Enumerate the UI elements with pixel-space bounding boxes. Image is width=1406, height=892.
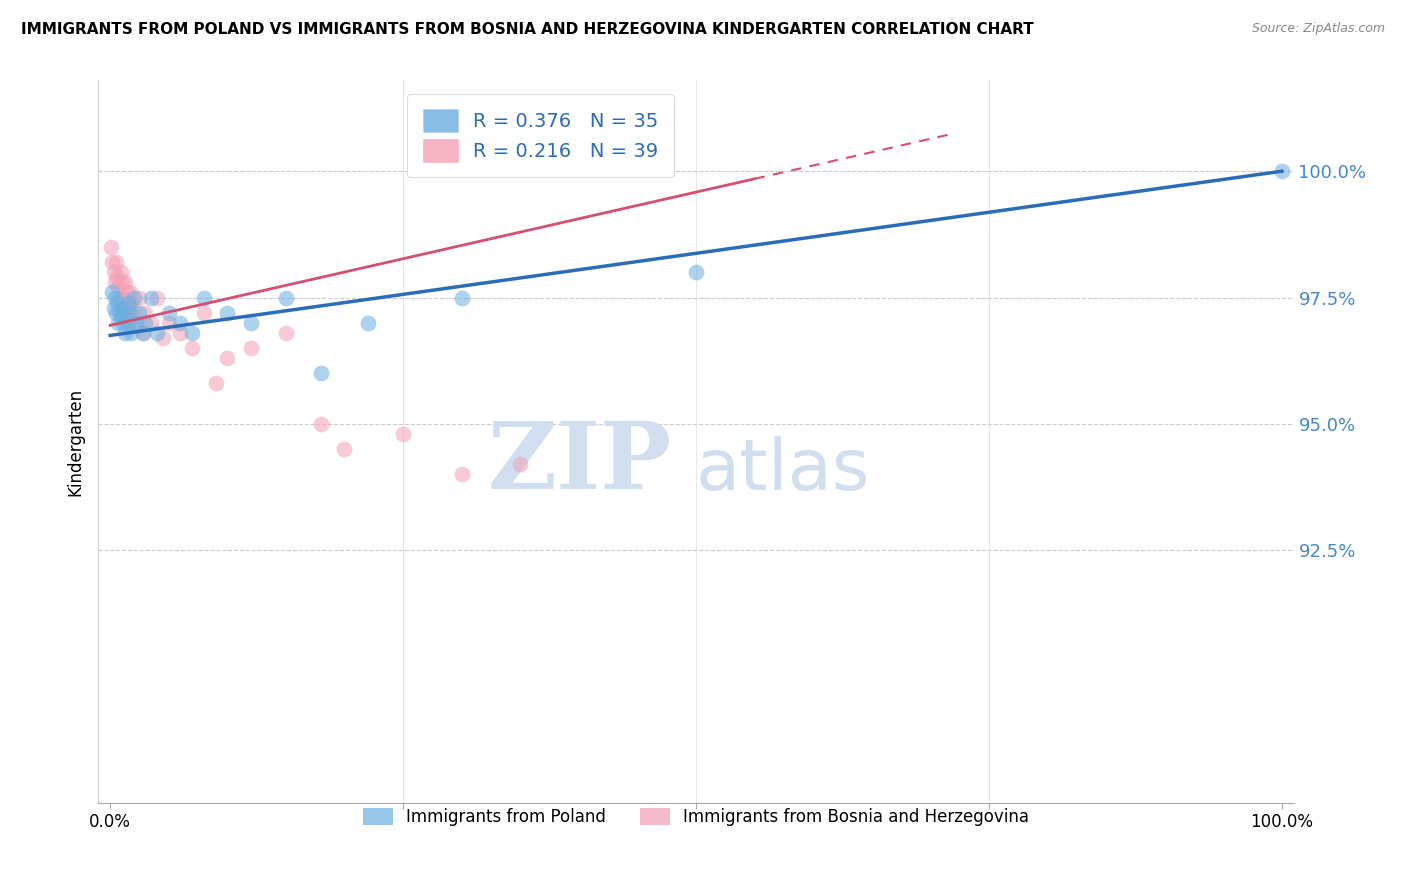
- Point: [217, 306, 239, 320]
- Point: [309, 417, 332, 431]
- Point: [152, 331, 174, 345]
- Point: [112, 316, 135, 330]
- Legend: Immigrants from Poland, Immigrants from Bosnia and Herzegovina: Immigrants from Poland, Immigrants from …: [354, 799, 1038, 834]
- Point: [105, 255, 128, 269]
- Point: [239, 316, 262, 330]
- Point: [120, 285, 141, 300]
- Point: [181, 326, 204, 340]
- Point: [217, 351, 239, 366]
- Point: [118, 310, 141, 325]
- Point: [104, 291, 127, 305]
- Point: [122, 291, 145, 305]
- Point: [101, 285, 124, 300]
- Point: [239, 341, 262, 355]
- Point: [100, 240, 122, 254]
- Point: [141, 291, 163, 305]
- Text: Source: ZipAtlas.com: Source: ZipAtlas.com: [1251, 22, 1385, 36]
- Point: [111, 276, 134, 290]
- Point: [141, 316, 163, 330]
- Point: [333, 442, 356, 456]
- Point: [120, 306, 141, 320]
- Point: [108, 291, 131, 305]
- Point: [101, 255, 124, 269]
- Text: ZIP: ZIP: [488, 418, 672, 508]
- Point: [115, 285, 138, 300]
- Point: [114, 326, 136, 340]
- Point: [122, 306, 145, 320]
- Point: [128, 306, 150, 320]
- Point: [120, 295, 142, 310]
- Point: [112, 301, 135, 315]
- Point: [105, 270, 128, 285]
- Point: [134, 306, 156, 320]
- Point: [450, 467, 472, 482]
- Point: [181, 341, 204, 355]
- Point: [110, 310, 132, 325]
- Text: atlas: atlas: [696, 436, 870, 505]
- Point: [309, 367, 332, 381]
- Point: [125, 316, 148, 330]
- Point: [105, 306, 128, 320]
- Point: [685, 265, 707, 279]
- Point: [108, 306, 131, 320]
- Point: [274, 291, 297, 305]
- Point: [134, 316, 156, 330]
- Point: [105, 295, 128, 310]
- Point: [107, 280, 129, 294]
- Point: [112, 291, 135, 305]
- Point: [146, 291, 169, 305]
- Point: [357, 316, 380, 330]
- Point: [110, 265, 132, 279]
- Point: [157, 316, 180, 330]
- Point: [204, 376, 226, 391]
- Point: [450, 291, 472, 305]
- Point: [103, 265, 125, 279]
- Point: [103, 301, 125, 315]
- Point: [107, 316, 129, 330]
- Point: [392, 427, 415, 442]
- Point: [114, 276, 136, 290]
- Point: [112, 306, 135, 320]
- Point: [128, 291, 150, 305]
- Point: [120, 326, 142, 340]
- Point: [104, 276, 127, 290]
- Point: [125, 316, 148, 330]
- Point: [117, 295, 139, 310]
- Point: [132, 326, 155, 340]
- Point: [146, 326, 169, 340]
- Point: [274, 326, 297, 340]
- Point: [118, 316, 141, 330]
- Point: [1271, 164, 1294, 178]
- Point: [111, 301, 134, 315]
- Point: [117, 301, 139, 315]
- Point: [169, 316, 191, 330]
- Point: [509, 457, 531, 471]
- Point: [157, 306, 180, 320]
- Point: [132, 326, 155, 340]
- Text: IMMIGRANTS FROM POLAND VS IMMIGRANTS FROM BOSNIA AND HERZEGOVINA KINDERGARTEN CO: IMMIGRANTS FROM POLAND VS IMMIGRANTS FRO…: [21, 22, 1033, 37]
- Y-axis label: Kindergarten: Kindergarten: [66, 387, 84, 496]
- Point: [193, 291, 215, 305]
- Point: [193, 306, 215, 320]
- Point: [169, 326, 191, 340]
